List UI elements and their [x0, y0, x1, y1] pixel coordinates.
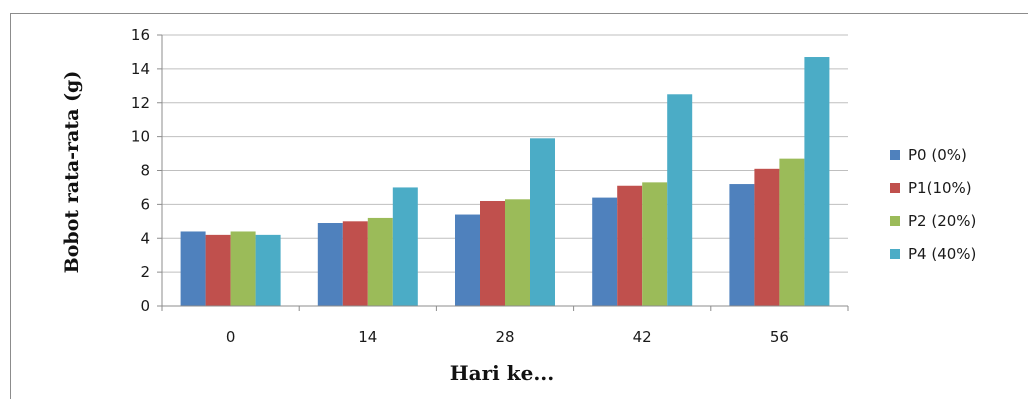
- bar: [367, 217, 393, 306]
- y-tick-label: 12: [131, 94, 150, 112]
- bar: [617, 185, 643, 306]
- bar: [804, 57, 830, 306]
- bar: [642, 182, 668, 306]
- bar: [255, 234, 281, 306]
- axes: [161, 35, 848, 307]
- x-tick-label: 42: [633, 328, 652, 346]
- legend-item: P4 (40%): [890, 245, 976, 263]
- y-tick-label: 0: [140, 297, 150, 315]
- x-tick-label: 0: [226, 328, 236, 346]
- x-tick-label: 28: [495, 328, 514, 346]
- legend-swatch: [890, 249, 900, 259]
- bar: [779, 158, 805, 306]
- legend-swatch: [890, 216, 900, 226]
- y-axis-ticks: 0 2 4 6 8 10 12 14 16: [131, 26, 162, 315]
- bar: [455, 214, 480, 306]
- y-tick-label: 2: [140, 263, 150, 281]
- x-axis-ticks: 0 14 28 42 56: [161, 306, 849, 346]
- bar: [230, 231, 256, 306]
- bar: [342, 221, 368, 306]
- legend-item: P2 (20%): [890, 212, 976, 230]
- legend-label: P2 (20%): [908, 212, 976, 230]
- y-axis-label: Bobot rata-rata (g): [61, 71, 83, 274]
- legend-item: P0 (0%): [890, 146, 967, 164]
- bar: [530, 138, 555, 306]
- x-axis-label: Hari ke...: [450, 361, 554, 385]
- y-tick-label: 16: [131, 26, 150, 44]
- y-tick-label: 8: [140, 162, 150, 180]
- bar: [180, 231, 206, 306]
- bar: [754, 168, 780, 306]
- bars: [180, 57, 830, 306]
- x-tick-label: 56: [770, 328, 789, 346]
- bar: [667, 94, 693, 306]
- y-tick-label: 14: [131, 60, 150, 78]
- bar: [317, 223, 343, 306]
- legend-swatch: [890, 150, 900, 160]
- legend-item: P1(10%): [890, 179, 972, 197]
- bar: [480, 200, 505, 306]
- legend-label: P1(10%): [908, 179, 972, 197]
- bar: [505, 199, 530, 306]
- legend-label: P0 (0%): [908, 146, 967, 164]
- y-tick-label: 6: [140, 195, 150, 213]
- y-tick-label: 4: [140, 229, 150, 247]
- bar: [592, 197, 618, 306]
- bar: [392, 187, 418, 306]
- legend-label: P4 (40%): [908, 245, 976, 263]
- legend: P0 (0%) P1(10%) P2 (20%) P4 (40%): [890, 146, 976, 263]
- bar: [205, 234, 231, 306]
- legend-swatch: [890, 183, 900, 193]
- x-tick-label: 14: [358, 328, 377, 346]
- bar: [729, 184, 755, 306]
- y-tick-label: 10: [131, 128, 150, 146]
